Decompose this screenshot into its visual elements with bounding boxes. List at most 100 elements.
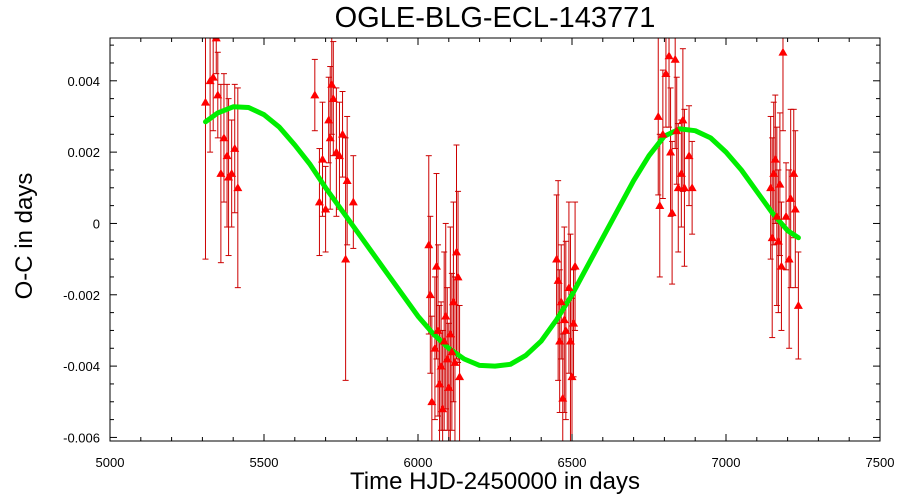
data-point (334, 151, 344, 160)
data-point (348, 197, 358, 206)
data-point (658, 129, 668, 138)
x-tick-label: 5500 (250, 455, 279, 470)
data-point (684, 151, 694, 160)
data-point (769, 169, 779, 177)
data-point (441, 311, 451, 320)
data-point (444, 383, 454, 391)
data-point (318, 154, 328, 163)
data-point (310, 90, 320, 99)
data-point (430, 343, 440, 352)
data-point (664, 51, 674, 60)
data-point (219, 133, 229, 142)
data-point (445, 329, 455, 338)
data-point (424, 240, 434, 249)
data-point (327, 79, 337, 88)
data-point (447, 347, 457, 356)
data-point (786, 193, 796, 202)
data-point (655, 201, 665, 209)
data-point (213, 90, 223, 99)
data-point (561, 325, 571, 334)
data-point (778, 47, 788, 56)
data-point (442, 354, 452, 363)
data-point (233, 183, 243, 192)
data-point (687, 183, 697, 192)
y-tick-label: 0.004 (67, 74, 100, 89)
data-point (565, 336, 575, 345)
data-point (670, 54, 680, 63)
data-point (425, 290, 435, 299)
data-point (556, 297, 566, 306)
x-tick-label: 5000 (96, 455, 125, 470)
chart-marks (200, 38, 803, 441)
data-point (793, 300, 803, 309)
data-point (433, 325, 443, 334)
data-point (208, 72, 218, 81)
data-point (666, 147, 676, 156)
x-tick-label: 6500 (558, 455, 587, 470)
data-point (338, 129, 348, 138)
plot-frame (109, 37, 881, 442)
x-tick-label: 7000 (712, 455, 741, 470)
data-point (341, 254, 351, 263)
data-point (770, 154, 780, 163)
y-tick-label: 0.002 (67, 145, 100, 160)
y-tick-label: -0.002 (63, 288, 100, 303)
data-point (766, 183, 776, 192)
data-point (324, 115, 334, 124)
data-point (679, 183, 689, 192)
data-point (553, 276, 563, 284)
x-tick-label: 6000 (404, 455, 433, 470)
y-tick-label: -0.004 (63, 359, 100, 374)
data-point (436, 361, 446, 370)
axes: 5000 5500 6000 6500 7000 7500 -0.006 -0.004 -0.0… (63, 38, 894, 470)
data-point (773, 236, 783, 245)
data-point (790, 204, 800, 213)
data-point (216, 169, 226, 177)
data-point (453, 272, 463, 281)
data-point (439, 336, 449, 345)
data-point (314, 197, 324, 206)
data-point (559, 315, 569, 324)
fit-curve (203, 104, 801, 369)
x-axis-label: Time HJD-2450000 in days (350, 468, 640, 495)
y-tick-label: 0 (93, 216, 100, 231)
data-point (678, 115, 688, 124)
data-point (438, 404, 448, 413)
data-point (435, 379, 445, 388)
data-point (450, 358, 460, 366)
data-point (555, 336, 565, 345)
data-point (552, 254, 562, 263)
data-point (667, 208, 677, 217)
x-tick-label: 7500 (866, 455, 895, 470)
data-point (569, 318, 579, 327)
data-point (676, 169, 686, 177)
data-point (767, 233, 777, 242)
data-point (452, 247, 461, 256)
data-point (781, 211, 791, 220)
data-point (222, 151, 232, 160)
data-point (564, 283, 574, 292)
data-point (653, 111, 663, 120)
data-point (570, 261, 580, 270)
data-point (211, 38, 221, 42)
data-point (558, 393, 568, 402)
data-point (427, 397, 437, 406)
data-point (325, 133, 335, 142)
data-point (673, 183, 683, 192)
data-point (567, 372, 577, 381)
data-point (321, 204, 331, 213)
chart-title: OGLE-BLG-ECL-143771 (334, 2, 656, 34)
data-point (455, 372, 465, 381)
data-point (227, 169, 237, 177)
data-point (772, 211, 782, 220)
data-point (775, 179, 785, 188)
data-point (776, 261, 786, 270)
y-tick-label: -0.006 (63, 430, 100, 445)
data-point (448, 297, 458, 306)
data-point (784, 254, 794, 263)
data-point (672, 126, 682, 135)
data-point (328, 94, 338, 103)
data-point (661, 69, 671, 78)
data-point (230, 144, 240, 152)
